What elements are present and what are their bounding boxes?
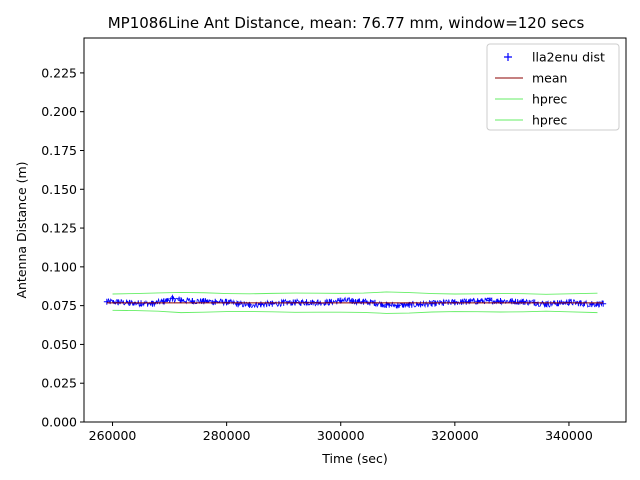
data-point — [600, 300, 607, 307]
data-point — [326, 299, 333, 306]
chart-title: MP1086Line Ant Distance, mean: 76.77 mm,… — [108, 14, 585, 32]
data-point — [169, 295, 176, 302]
x-tick-label: 280000 — [203, 428, 251, 443]
series-line-hprec — [112, 309, 598, 314]
series-layer — [103, 291, 607, 314]
legend-box — [486, 43, 620, 131]
x-axis-label: Time (sec) — [321, 451, 387, 466]
y-tick-label: 0.175 — [41, 143, 77, 158]
y-axis-label: Antenna Distance (m) — [14, 161, 29, 298]
y-tick-label: 0.050 — [41, 337, 77, 352]
data-point — [235, 301, 242, 308]
series-line-hprec — [112, 291, 598, 295]
x-tick-label: 260000 — [89, 428, 137, 443]
x-tick-label: 340000 — [545, 428, 593, 443]
legend-label: hprec — [532, 113, 567, 128]
data-point — [177, 297, 184, 304]
y-tick-label: 0.150 — [41, 182, 77, 197]
legend: lla2enu dist mean hprec hprec — [486, 43, 620, 131]
data-point — [303, 299, 310, 306]
data-point — [103, 298, 110, 305]
data-point — [463, 298, 470, 305]
x-tick-label: 300000 — [317, 428, 365, 443]
legend-label: hprec — [532, 92, 567, 107]
y-tick-label: 0.075 — [41, 298, 77, 313]
legend-label: lla2enu dist — [532, 50, 605, 65]
x-tick-label: 320000 — [431, 428, 479, 443]
plot-frame — [83, 37, 627, 423]
legend-marker-plus-icon — [504, 53, 512, 61]
legend-label: mean — [532, 71, 567, 86]
data-point — [520, 298, 527, 305]
data-point — [451, 299, 458, 306]
data-point — [543, 301, 550, 308]
data-point — [212, 298, 219, 305]
data-point — [565, 299, 572, 306]
series-trace-lla2enu-dist — [106, 293, 604, 309]
y-axis: 0.000 0.025 0.050 0.075 0.100 0.125 0.150 0.175… — [41, 65, 84, 430]
y-tick-label: 0.225 — [41, 65, 77, 80]
y-tick-label: 0.100 — [41, 259, 77, 274]
data-point — [269, 300, 276, 307]
plot-area — [83, 37, 627, 423]
data-point — [115, 299, 122, 306]
data-point — [429, 300, 436, 307]
y-tick-label: 0.200 — [41, 104, 77, 119]
data-point — [588, 301, 595, 308]
y-tick-label: 0.125 — [41, 221, 77, 236]
y-tick-label: 0.000 — [41, 415, 77, 430]
data-point — [223, 299, 230, 306]
y-tick-label: 0.025 — [41, 376, 77, 391]
x-axis: 260000 280000 300000 320000 340000 — [89, 422, 593, 443]
data-point — [149, 300, 156, 307]
data-point — [360, 298, 367, 305]
